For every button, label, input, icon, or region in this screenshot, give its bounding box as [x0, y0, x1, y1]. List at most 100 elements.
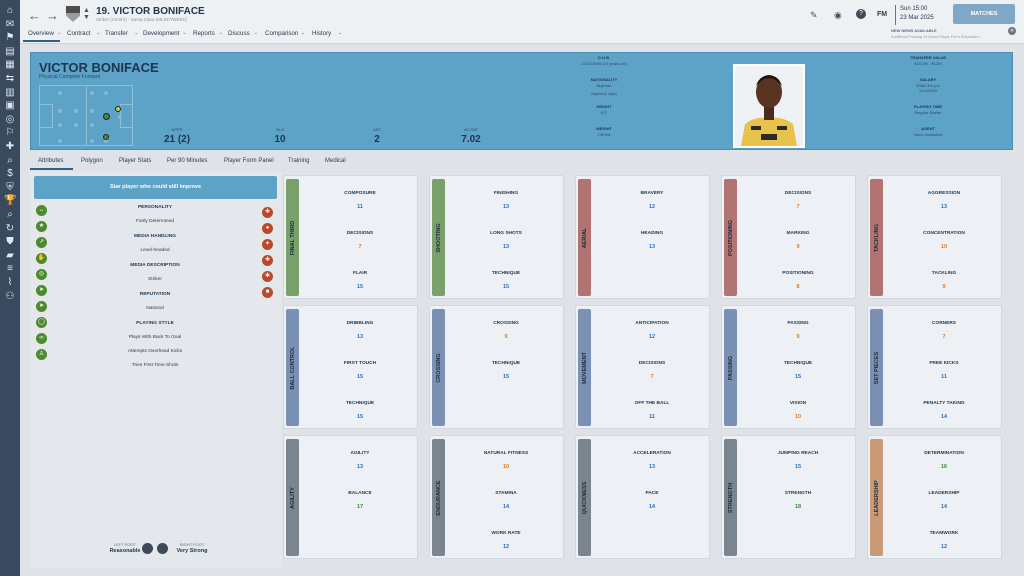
whistle-icon[interactable]: ⌇ [7, 277, 13, 288]
nav-tab-overview[interactable]: Overview [28, 30, 54, 37]
subtab-attributes[interactable]: Attributes [38, 158, 64, 164]
chevron-updown-icon[interactable]: ▲ ▼ [83, 7, 90, 21]
close-icon[interactable]: ✕ [1008, 27, 1016, 35]
chevron-down-icon[interactable]: ⌄ [253, 30, 258, 36]
attribute-name[interactable]: FINISHING [493, 191, 519, 196]
hand-icon[interactable]: ✋ [36, 253, 47, 264]
ball-icon[interactable]: ◯ [36, 317, 47, 328]
subtab-player-form-panel[interactable]: Player Form Panel [224, 158, 274, 164]
globe-icon[interactable]: ◎ [5, 113, 15, 125]
subtab-medical[interactable]: Medical [325, 158, 346, 164]
attribute-name[interactable]: FLAIR [352, 271, 368, 276]
attribute-name[interactable]: COMPOSURE [344, 191, 376, 196]
chart-icon[interactable]: ▰ [6, 249, 14, 261]
staff-icon[interactable]: ⚇ [5, 290, 15, 302]
attribute-name[interactable]: TEAMWORK [929, 531, 959, 536]
scout-icon[interactable]: ⌕ [7, 154, 13, 166]
foul-icon[interactable]: ✱ [262, 271, 273, 282]
calendar-icon[interactable]: ▣ [5, 100, 15, 112]
trophy-icon[interactable]: 🏆 [4, 195, 17, 207]
medical-icon[interactable]: ✚ [5, 141, 15, 152]
subtab-polygon[interactable]: Polygon [81, 158, 103, 164]
finance-icon[interactable]: $ [7, 168, 13, 180]
list-icon[interactable]: ≡ [7, 263, 13, 275]
shield-icon[interactable]: ⛊ [6, 236, 14, 248]
trend-up-icon[interactable]: ↗ [36, 237, 47, 248]
subtab-training[interactable]: Training [288, 158, 310, 164]
globe-icon[interactable]: ◉ [834, 10, 842, 20]
attribute-name[interactable]: PACE [645, 491, 659, 496]
attribute-name[interactable]: TECHNIQUE [491, 271, 521, 276]
chevron-down-icon[interactable]: ⌄ [57, 30, 62, 36]
fm-logo[interactable]: FM [877, 11, 888, 18]
attribute-name[interactable]: NATURAL FITNESS [483, 451, 529, 456]
chevron-down-icon[interactable]: ⌄ [96, 30, 101, 36]
attribute-name[interactable]: CROSSING [493, 321, 519, 326]
chevron-down-icon[interactable]: ⌄ [134, 30, 139, 36]
home-icon[interactable]: ⌂ [6, 5, 14, 16]
club-icon[interactable]: ⛨ [6, 181, 14, 193]
attribute-name[interactable]: CORNERS [932, 321, 956, 326]
nav-tab-contract[interactable]: Contract [67, 30, 91, 37]
kick-icon[interactable]: ➤ [36, 301, 47, 312]
attribute-name[interactable]: BRAVERY [640, 191, 664, 196]
forward-arrow-icon[interactable]: → [46, 8, 59, 23]
subtab-player-stats[interactable]: Player Stats [119, 158, 152, 164]
player-icon[interactable]: ♙ [36, 349, 47, 360]
attribute-name[interactable]: ANTICIPATION [635, 321, 669, 326]
attribute-name[interactable]: DRIBBLING [346, 321, 374, 326]
attribute-name[interactable]: DETERMINATION [924, 451, 964, 456]
news-title[interactable]: NEW NEWS AVAILABLE [891, 28, 937, 33]
card-icon[interactable]: ■ [262, 287, 273, 298]
clipboard-icon[interactable]: ▦ [5, 59, 15, 71]
refresh-icon[interactable]: ↻ [5, 222, 15, 234]
attribute-name[interactable]: AGILITY [350, 451, 370, 456]
attribute-name[interactable]: VISION [789, 401, 807, 406]
chevron-down-icon[interactable]: ⌄ [182, 30, 187, 36]
attribute-name[interactable]: AGGRESSION [927, 191, 961, 196]
arrows-icon[interactable]: ↔ [36, 205, 47, 216]
attribute-name[interactable]: CONCENTRATION [923, 231, 965, 236]
search-icon[interactable]: ⌕ [7, 209, 13, 220]
attribute-name[interactable]: DECISIONS [346, 231, 374, 236]
help-icon[interactable]: ? [856, 9, 866, 19]
attribute-name[interactable]: PENALTY TAKING [923, 401, 965, 406]
attribute-name[interactable]: FREE KICKS [929, 361, 959, 366]
attribute-name[interactable]: ACCELERATION [633, 451, 671, 456]
attribute-name[interactable]: POSITIONING [782, 271, 814, 276]
news-text[interactable]: Additional Training To Boost Player Form… [891, 35, 982, 39]
matches-button[interactable]: MATCHES [953, 4, 1015, 24]
clash-icon[interactable]: ✚ [262, 255, 273, 266]
nav-tab-reports[interactable]: Reports [193, 30, 215, 37]
attribute-name[interactable]: MARKING [786, 231, 810, 236]
medical-cross-icon[interactable]: ✚ [262, 207, 273, 218]
attribute-name[interactable]: STRENGTH [784, 491, 812, 496]
pencil-icon[interactable]: ✎ [810, 10, 818, 20]
nav-tab-transfer[interactable]: Transfer [105, 30, 128, 37]
attribute-name[interactable]: TECHNIQUE [491, 361, 521, 366]
tackle-icon[interactable]: ● [262, 223, 273, 234]
squad-icon[interactable]: ⚑ [5, 32, 15, 44]
chevron-down-icon[interactable]: ⌄ [301, 30, 306, 36]
attribute-name[interactable]: DECISIONS [784, 191, 812, 196]
attribute-name[interactable]: BALANCE [348, 491, 372, 496]
dribble-icon[interactable]: ∞ [36, 333, 47, 344]
chevron-down-icon[interactable]: ⌄ [218, 30, 223, 36]
club-crest-icon[interactable] [66, 6, 80, 22]
dive-icon[interactable]: ✦ [262, 239, 273, 250]
nav-tab-discuss[interactable]: Discuss [228, 30, 250, 37]
training-icon[interactable]: ⚐ [5, 127, 15, 139]
attribute-name[interactable]: TACKLING [931, 271, 957, 276]
subtab-per-90-minutes[interactable]: Per 90 Minutes [167, 158, 208, 164]
attribute-name[interactable]: WORK RATE [491, 531, 521, 536]
attribute-name[interactable]: LEADERSHIP [928, 491, 960, 496]
attribute-name[interactable]: JUMPING REACH [777, 451, 819, 456]
report-icon[interactable]: ▥ [5, 86, 15, 98]
attribute-name[interactable]: LONG SHOTS [490, 231, 522, 236]
attribute-name[interactable]: FIRST TOUCH [343, 361, 377, 366]
attribute-name[interactable]: HEADING [640, 231, 664, 236]
nav-tab-development[interactable]: Development [143, 30, 180, 37]
attribute-name[interactable]: TECHNIQUE [783, 361, 813, 366]
notebook-icon[interactable]: ▤ [5, 45, 15, 57]
nav-tab-history[interactable]: History [312, 30, 332, 37]
